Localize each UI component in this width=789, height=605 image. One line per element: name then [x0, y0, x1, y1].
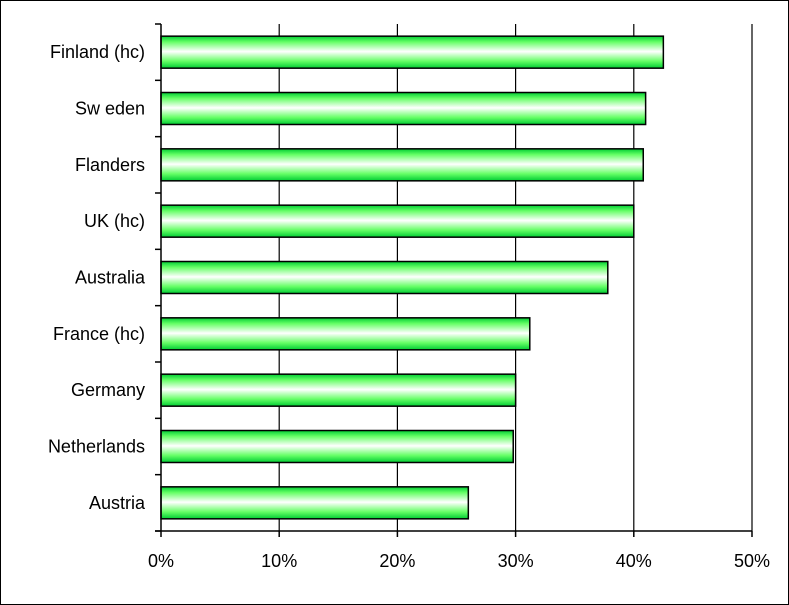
bar-7 [160, 429, 514, 464]
x-tick-label-5: 50% [734, 551, 770, 571]
bar-8 [160, 486, 470, 520]
bar-0 [160, 35, 665, 69]
bars [160, 35, 665, 520]
y-tick-label-6: Germany [71, 380, 145, 400]
bar-3 [160, 204, 635, 238]
tick-labels: Finland (hc) Sw eden Flanders UK (hc) Austra… [48, 42, 770, 571]
y-tick-label-5: France (hc) [53, 324, 145, 344]
y-tick-label-7: Netherlands [48, 437, 145, 457]
y-tick-label-3: UK (hc) [84, 211, 145, 231]
x-tick-label-3: 30% [498, 551, 534, 571]
bar-1 [160, 91, 647, 126]
x-tick-label-1: 10% [261, 551, 297, 571]
axes [155, 23, 753, 537]
bar-2 [160, 148, 645, 182]
y-tick-label-0: Finland (hc) [50, 42, 145, 62]
y-tick-label-4: Australia [75, 268, 146, 288]
x-tick-label-0: 0% [148, 551, 174, 571]
y-tick-label-2: Flanders [75, 155, 145, 175]
bar-4 [160, 260, 609, 295]
bar-6 [160, 373, 517, 407]
x-tick-label-4: 40% [616, 551, 652, 571]
y-tick-label-1: Sw eden [75, 99, 145, 119]
x-tick-label-2: 20% [379, 551, 415, 571]
bar-5 [160, 317, 531, 351]
y-tick-label-8: Austria [89, 493, 146, 513]
